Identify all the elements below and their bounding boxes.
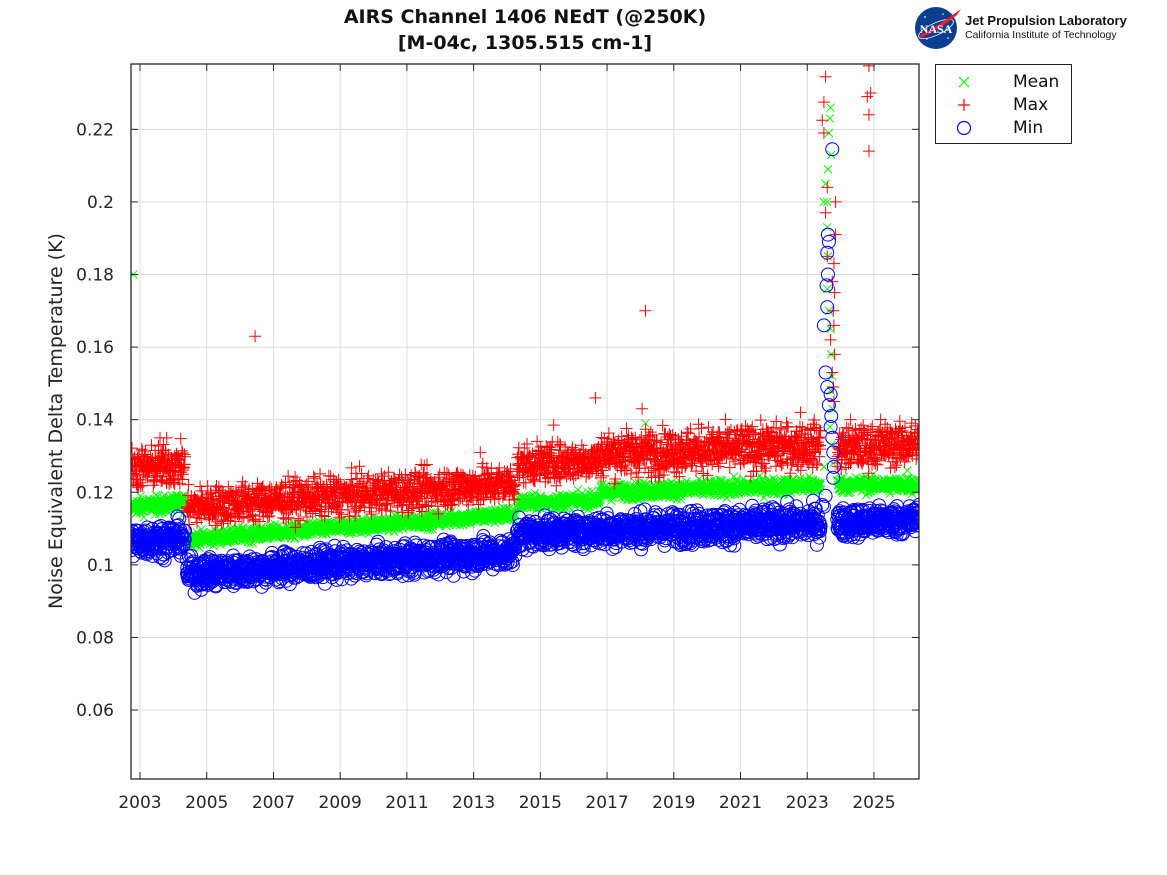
chart-title-line1: AIRS Channel 1406 NEdT (@250K) <box>343 6 707 28</box>
jpl-logo: NASA Jet Propulsion Laboratory Californi… <box>913 5 1163 51</box>
series-mean <box>131 103 919 553</box>
chart-title-line2: [M-04c, 1305.515 cm-1] <box>397 32 653 54</box>
mean-marker <box>245 539 255 549</box>
mean-marker <box>139 513 149 522</box>
grid-lines <box>131 64 919 779</box>
nasa-emblem-text: NASA <box>920 22 953 36</box>
mean-marker <box>530 488 540 498</box>
plot-background <box>131 64 919 779</box>
jpl-name: Jet Propulsion Laboratory <box>965 13 1127 28</box>
mean-marker <box>428 525 438 534</box>
chart-title: AIRS Channel 1406 NEdT (@250K) [M-04c, 1… <box>300 4 750 56</box>
nasa-meatball-icon: NASA <box>915 7 961 49</box>
caltech-name: California Institute of Technology <box>965 29 1117 41</box>
